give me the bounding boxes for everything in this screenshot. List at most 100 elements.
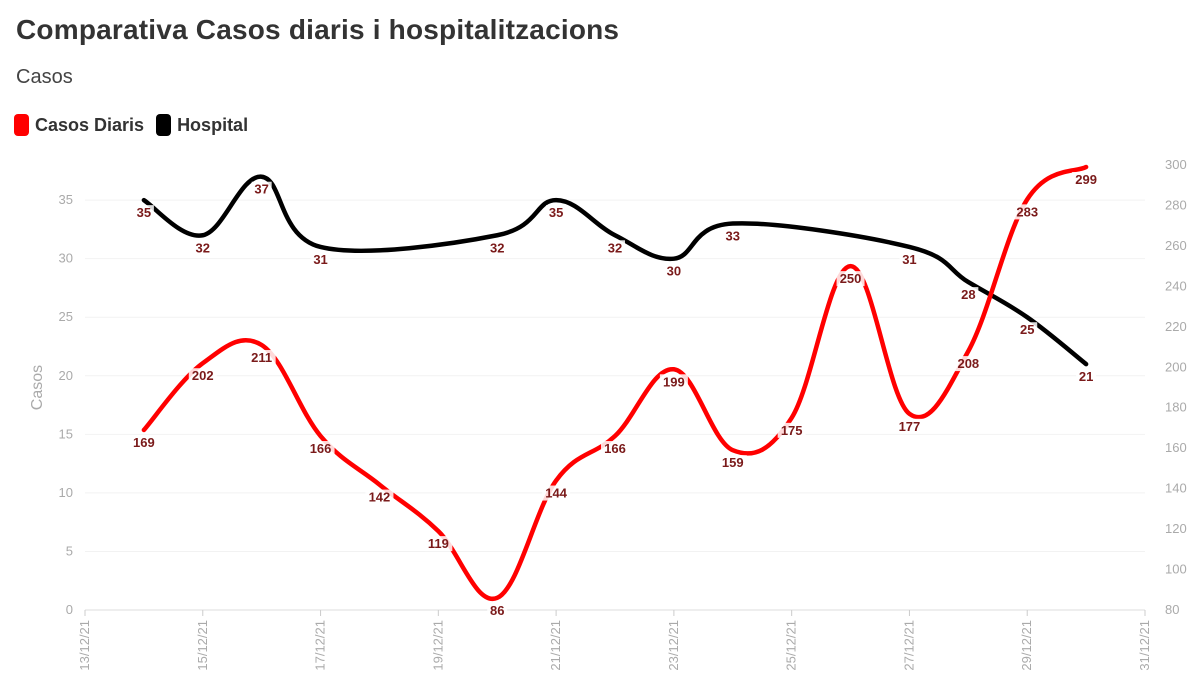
y-tick-label-right: 260 [1165,238,1187,253]
data-label-casos-diaris: 202 [192,368,214,383]
y-tick-label-left: 20 [59,368,73,383]
x-tick-label: 13/12/21 [77,620,92,671]
x-tick-label: 17/12/21 [313,620,328,671]
y-tick-label-right: 200 [1165,359,1187,374]
legend: Casos Diaris Hospital [14,114,248,136]
x-tick-label: 21/12/21 [548,620,563,671]
x-tick-label: 23/12/21 [666,620,681,671]
data-label-casos-diaris: 199 [663,374,685,389]
legend-item-hospital[interactable]: Hospital [156,114,248,136]
y-tick-label-right: 220 [1165,319,1187,334]
data-label-hospital: 32 [490,240,504,255]
data-label-casos-diaris: 142 [369,490,391,505]
y-tick-label-right: 240 [1165,278,1187,293]
data-label-bg [899,251,920,267]
y-tick-label-right: 160 [1165,440,1187,455]
data-label-bg [424,536,453,552]
data-label-hospital: 35 [137,205,151,220]
legend-swatch-casos-diaris [14,114,29,136]
data-label-hospital: 37 [254,182,268,197]
data-label-hospital: 31 [313,252,327,267]
data-label-bg [1017,322,1038,338]
data-label-casos-diaris: 211 [251,350,272,365]
data-label-bg [1076,369,1097,385]
legend-swatch-hospital [156,114,172,136]
data-label-bg [487,602,508,618]
data-label-bg [958,287,979,303]
data-label-casos-diaris: 144 [545,486,567,501]
data-label-bg [1013,204,1042,220]
y-tick-label-left: 0 [66,602,73,617]
x-tick-label: 25/12/21 [784,620,799,671]
y-tick-label-left: 15 [59,426,73,441]
y-tick-label-right: 120 [1165,521,1187,536]
chart-title: Comparativa Casos diaris i hospitalitzac… [16,14,620,45]
data-label-casos-diaris: 159 [722,455,744,470]
data-label-bg [605,240,625,256]
data-label-bg [133,205,154,221]
data-label-bg [129,434,158,450]
y-tick-label-right: 80 [1165,602,1179,617]
data-label-hospital: 32 [196,240,210,255]
y-tick-label-left: 30 [59,251,73,266]
x-tick-label: 19/12/21 [430,620,445,671]
data-label-bg [251,181,272,197]
data-label-bg [487,240,508,256]
data-label-hospital: 33 [726,229,740,244]
x-tick-label: 29/12/21 [1019,620,1034,671]
data-label-hospital: 21 [1079,369,1093,384]
data-label-bg [718,455,747,471]
data-label-casos-diaris: 208 [957,356,979,371]
data-label-casos-diaris: 166 [310,441,332,456]
data-label-casos-diaris: 86 [490,603,504,618]
data-label-casos-diaris: 283 [1016,204,1038,219]
data-label-casos-diaris: 177 [899,419,921,434]
data-label-bg [310,251,331,267]
y-tick-label-right: 140 [1165,481,1187,496]
x-tick-label: 15/12/21 [195,620,210,671]
y-tick-label-left: 35 [59,192,73,207]
data-label-hospital: 25 [1020,322,1034,337]
chart-subtitle: Casos [16,66,73,88]
series-line-casos-diaris [141,164,1089,602]
data-label-bg [722,228,743,244]
y-tick-label-left: 25 [59,309,73,324]
data-label-casos-diaris: 250 [840,271,862,286]
y-tick-label-right: 180 [1165,400,1187,415]
y-tick-label-right: 300 [1165,157,1187,172]
data-label-bg [365,489,394,505]
y-axis-title: Casos [29,365,46,410]
y-tick-label-right: 280 [1165,197,1187,212]
y-tick-label-left: 5 [66,543,73,558]
data-label-casos-diaris: 169 [133,435,155,450]
data-label-bg [306,441,335,457]
data-label-bg [546,205,567,221]
data-label-hospital: 32 [608,240,622,255]
data-label-bg [542,485,571,501]
data-label-bg [777,422,806,438]
data-label-bg [954,356,983,372]
y-tick-label-right: 100 [1165,562,1187,577]
series-line-hospital [141,174,1089,367]
data-label-bg [659,374,688,390]
data-label-casos-diaris: 166 [604,441,626,456]
data-label-casos-diaris: 299 [1075,172,1097,187]
data-label-hospital: 28 [961,287,975,302]
data-label-bg [895,418,924,434]
data-label-bg [247,350,276,366]
data-label-bg [663,263,684,279]
data-label-hospital: 31 [902,252,916,267]
y-tick-label-left: 10 [59,485,73,500]
x-tick-label: 31/12/21 [1137,620,1152,671]
legend-label-hospital: Hospital [177,114,249,135]
data-label-bg [188,368,217,384]
data-label-hospital: 30 [667,264,681,279]
legend-label-casos-diaris: Casos Diaris [35,114,145,135]
data-label-bg [601,441,629,457]
data-label-bg [192,240,213,256]
data-label-hospital: 35 [549,205,563,220]
legend-item-casos-diaris[interactable]: Casos Diaris [14,114,144,136]
data-label-casos-diaris: 119 [428,536,449,551]
data-label-bg [1072,172,1101,188]
